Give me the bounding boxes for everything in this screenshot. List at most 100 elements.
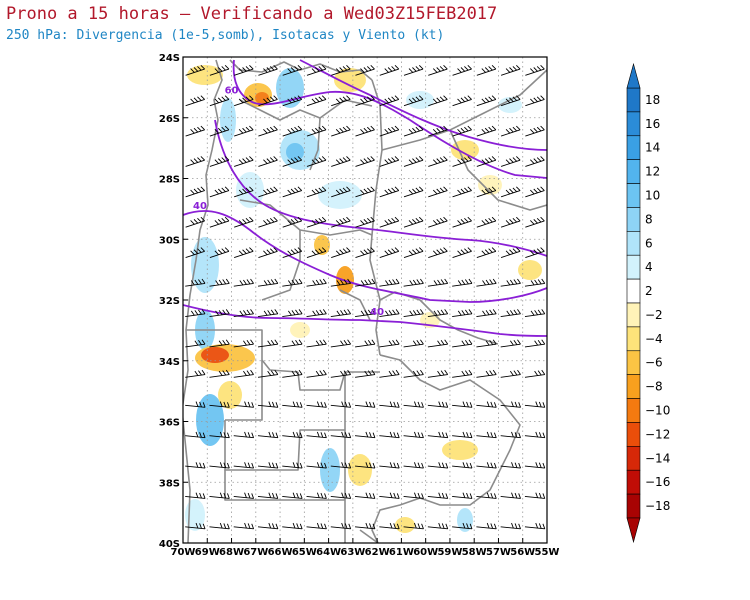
wind-barb-feather — [190, 280, 195, 286]
wind-barb-feather — [432, 250, 438, 256]
wind-barb-feather — [270, 370, 275, 376]
lon-tick-label: 58W — [462, 547, 487, 558]
wind-barb-feather — [537, 279, 542, 285]
wind-barb-feather — [202, 432, 206, 438]
wind-barb-feather — [491, 216, 497, 222]
wind-barb-feather — [324, 493, 327, 499]
wind-barb-feather — [263, 129, 268, 134]
wind-barb-feather — [348, 462, 352, 469]
wind-barb-feather — [219, 462, 223, 468]
wind-barb-feather — [249, 156, 254, 161]
colorbar-segment — [626, 183, 641, 208]
wind-barb-feather — [417, 401, 421, 408]
wind-barb-feather — [221, 66, 226, 71]
wind-barb-feather — [533, 219, 538, 224]
wind-barb-feather — [457, 68, 462, 73]
wind-barb-feather — [505, 159, 511, 164]
wind-barb-feather — [367, 248, 372, 253]
wind-barb-feather — [467, 156, 472, 161]
wind-barb — [306, 159, 327, 167]
wind-barb — [452, 465, 473, 469]
wind-barb-feather — [287, 280, 292, 286]
wind-barb-feather — [290, 188, 296, 194]
wind-barb-feather — [201, 309, 206, 315]
wind-barb-feather — [418, 186, 424, 191]
wind-barb-feather — [263, 98, 268, 104]
wind-barb-feather — [315, 127, 320, 133]
wind-barb-feather — [319, 309, 324, 315]
wind-barb-feather — [491, 247, 497, 252]
wind-barb-feather — [432, 220, 438, 225]
wind-barb — [209, 435, 230, 439]
wind-barb-feather — [275, 402, 279, 408]
wind-barb-feather — [486, 462, 490, 468]
wind-barb — [427, 343, 448, 348]
wind-barb — [452, 404, 473, 408]
wind-barb-feather — [469, 462, 473, 469]
wind-barb — [452, 282, 473, 287]
wind-barb-feather — [439, 96, 445, 101]
wind-barb — [330, 282, 351, 287]
wind-barb — [427, 495, 448, 499]
wind-barb-feather — [267, 310, 272, 316]
wind-barb-feather — [489, 339, 494, 345]
wind-barb — [476, 220, 496, 228]
colorbar-segment — [626, 302, 641, 328]
wind-barb-feather — [292, 431, 296, 438]
wind-barb-feather — [541, 278, 546, 284]
wind-barb-feather — [318, 187, 323, 193]
wind-barb-feather — [394, 95, 400, 100]
colorbar-arrow-bottom — [626, 517, 641, 544]
wind-barb-feather — [462, 401, 466, 407]
wind-barb-feather — [384, 68, 389, 73]
wind-barb-feather — [439, 187, 445, 193]
wind-barb-feather — [266, 188, 271, 194]
wind-barb-feather — [412, 158, 417, 163]
wind-barb-feather — [324, 462, 327, 469]
wind-barb-feather — [263, 68, 268, 73]
wind-barb — [403, 129, 424, 137]
wind-barb-feather — [296, 432, 299, 438]
wind-barb-feather — [339, 188, 344, 194]
wind-barb-feather — [340, 310, 344, 316]
wind-barb-feather — [395, 339, 400, 345]
wind-barb-feather — [344, 462, 348, 468]
wind-barb — [500, 250, 521, 258]
wind-barb-feather — [517, 278, 521, 284]
wind-barb-feather — [469, 432, 473, 438]
lon-tick-label: 63W — [340, 547, 365, 558]
wind-barb — [476, 250, 496, 258]
wind-barb-feather — [514, 492, 518, 499]
wind-barb-feather — [464, 187, 469, 193]
wind-barb-feather — [505, 189, 511, 195]
wind-barb-feather — [294, 248, 299, 253]
wind-barb-feather — [346, 247, 351, 252]
wind-barb-feather — [409, 310, 414, 316]
wind-barb-feather — [445, 493, 449, 499]
wind-barb — [185, 129, 205, 137]
wind-barb-feather — [199, 462, 202, 468]
lat-tick-label: 40S — [159, 539, 180, 550]
wind-barb — [500, 435, 521, 439]
wind-barb-feather — [512, 66, 518, 71]
wind-barb-feather — [457, 98, 462, 104]
wind-barb-feather — [438, 431, 442, 438]
wind-barb-feather — [530, 280, 535, 286]
wind-barb-feather — [217, 127, 223, 133]
wind-barb-feather — [296, 492, 299, 499]
wind-barb-feather — [298, 309, 303, 315]
wind-barb-feather — [190, 98, 195, 104]
wind-barb-feather — [294, 187, 299, 193]
wind-barb-feather — [415, 96, 420, 101]
wind-barb-feather — [387, 97, 393, 103]
wind-barb-feather — [316, 522, 320, 529]
wind-barb-feather — [268, 431, 272, 438]
wind-barb — [525, 190, 545, 198]
wind-barb-feather — [224, 156, 230, 161]
wind-barb — [282, 495, 303, 499]
wind-barb-feather — [369, 401, 372, 408]
wind-barb-feather — [245, 157, 251, 162]
wind-barb — [452, 129, 472, 137]
wind-barb — [379, 99, 399, 107]
wind-barb-feather — [219, 492, 223, 498]
